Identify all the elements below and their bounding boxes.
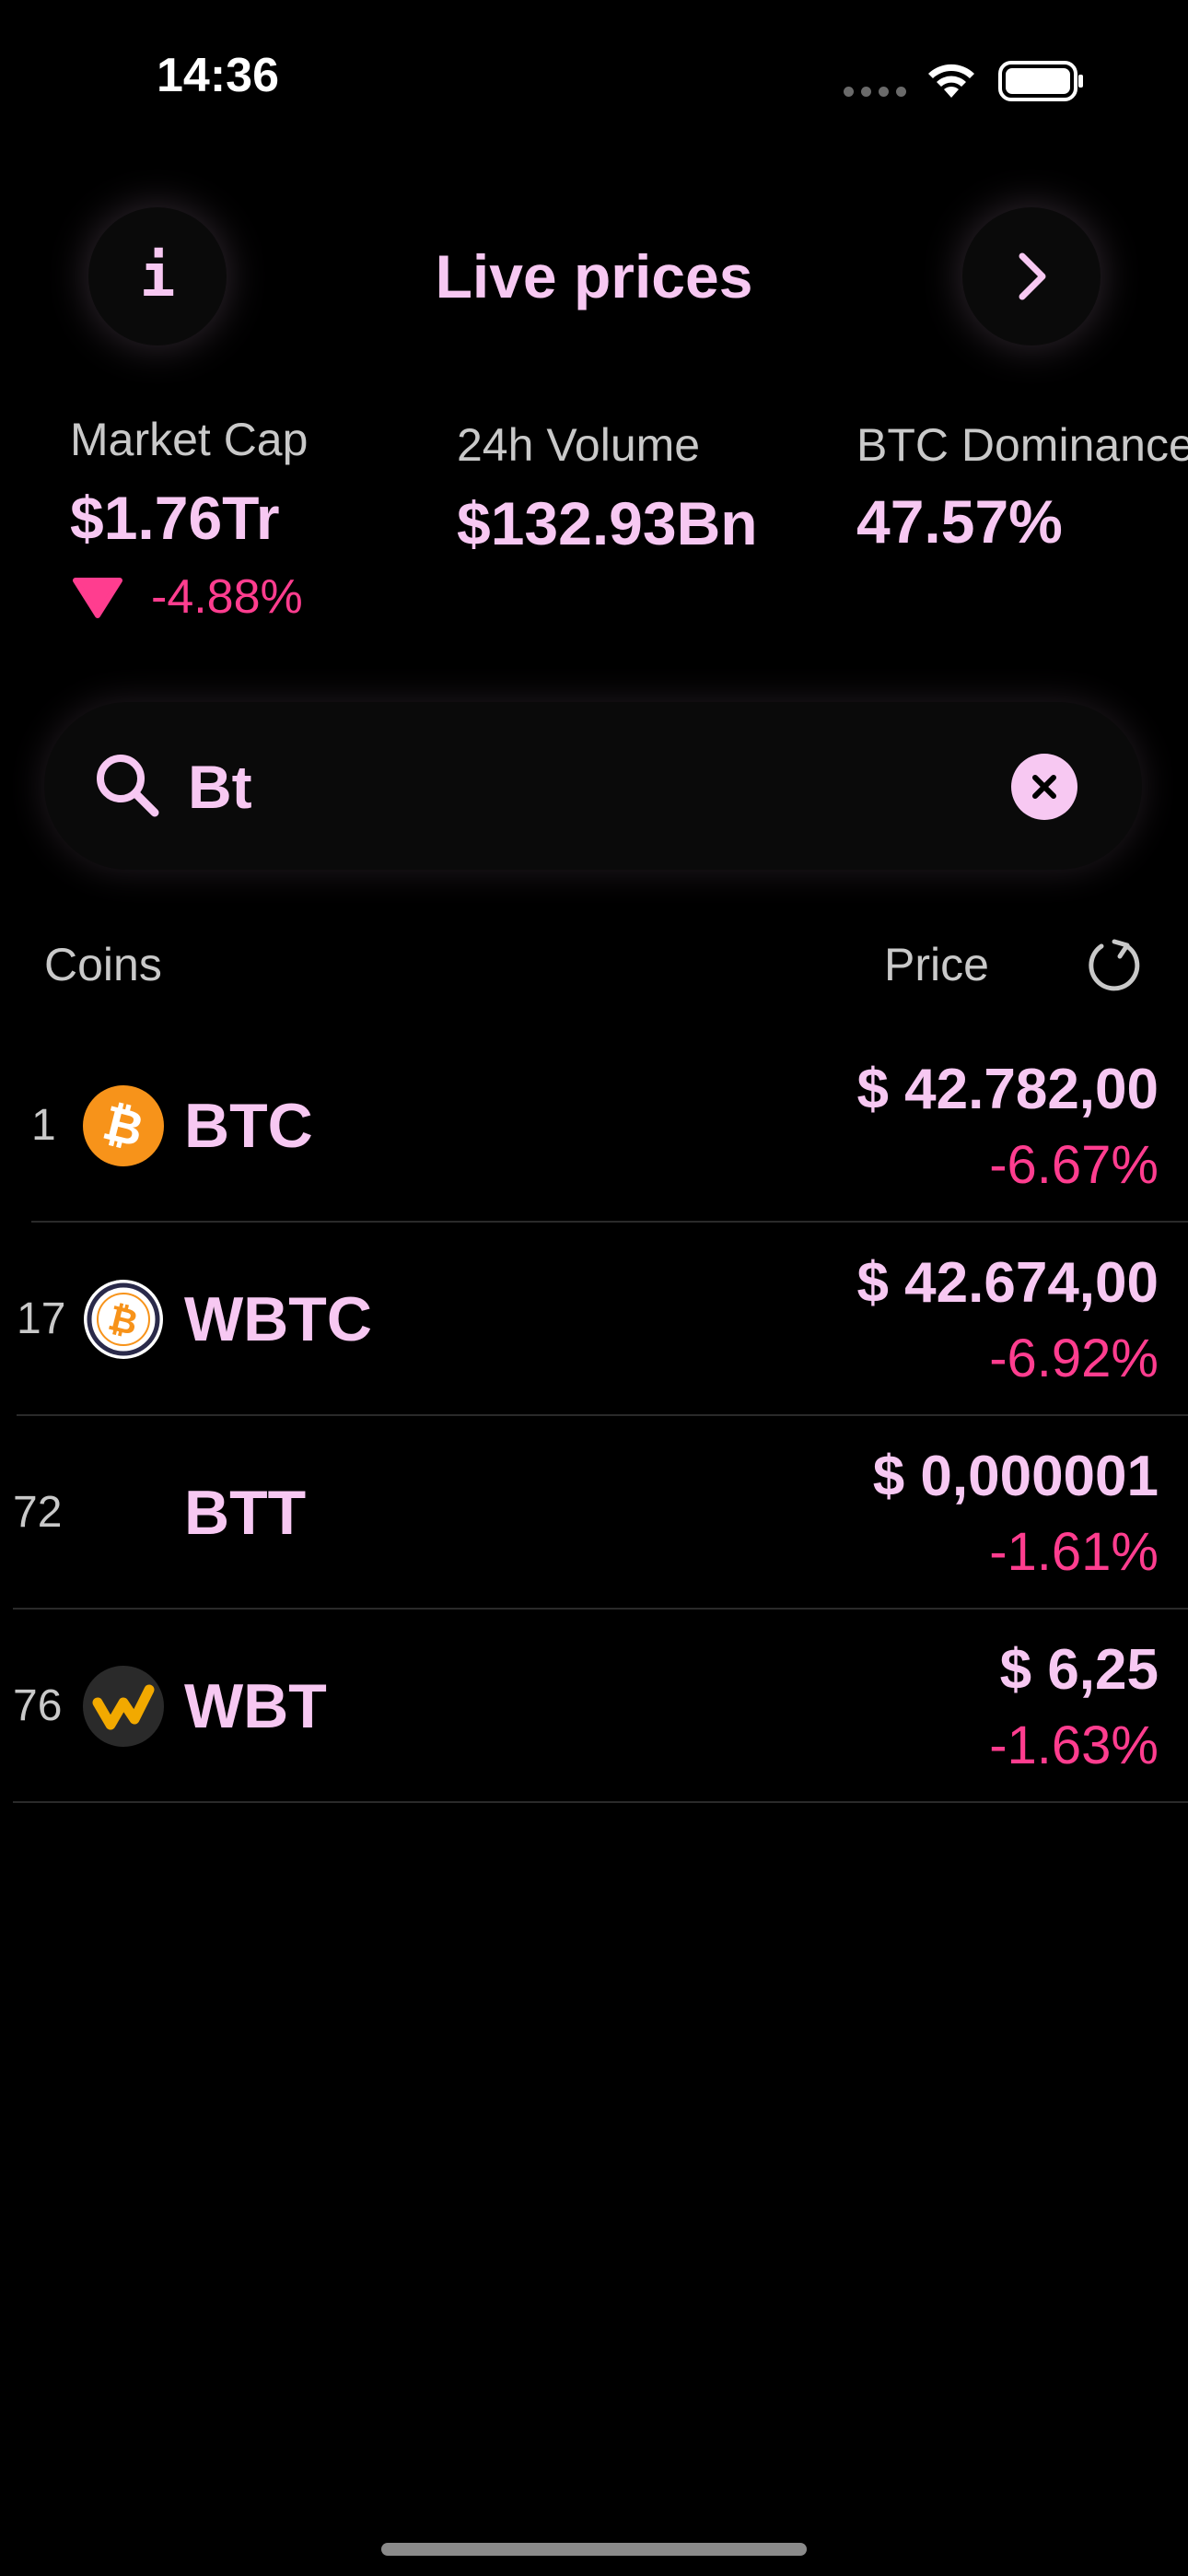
wrapped-bitcoin-icon: ₿: [84, 1280, 163, 1359]
dominance-stat: BTC Dominance 47.57%: [856, 418, 1188, 556]
volume-label: 24h Volume: [457, 419, 701, 471]
coin-change: -6.92%: [989, 1329, 1159, 1388]
chevron-right-icon: [1019, 252, 1046, 300]
price-column-header[interactable]: Price: [884, 939, 989, 990]
wifi-icon: [928, 64, 974, 98]
coin-price: $ 6,25: [999, 1638, 1159, 1702]
coin-row-btt[interactable]: 72 BTT $ 0,000001 -1.61%: [0, 1416, 1188, 1610]
dominance-label: BTC Dominance: [856, 419, 1188, 471]
search-input[interactable]: [188, 748, 943, 825]
page-title: Live prices: [435, 242, 753, 310]
close-icon: [1032, 775, 1056, 799]
market-cap-value: $1.76Tr: [70, 484, 280, 552]
coin-change: -1.61%: [989, 1522, 1159, 1582]
info-button[interactable]: i: [88, 207, 227, 345]
info-icon: i: [139, 242, 176, 310]
coin-change: -6.67%: [989, 1135, 1159, 1195]
home-indicator[interactable]: [381, 2543, 807, 2556]
market-cap-change: -4.88%: [72, 569, 303, 625]
search-icon: [97, 755, 159, 817]
market-cap-label: Market Cap: [70, 414, 309, 465]
status-time: 14:36: [157, 49, 279, 102]
coin-symbol: WBTC: [184, 1284, 372, 1354]
coin-row-btc[interactable]: 1 ₿ BTC $ 42.782,00 -6.67%: [0, 1029, 1188, 1223]
coin-symbol: BTC: [184, 1091, 313, 1161]
row-divider: [13, 1801, 1188, 1803]
coin-rank: 72: [13, 1488, 63, 1537]
coin-price: $ 42.674,00: [856, 1251, 1159, 1315]
row-divider: [31, 1221, 1188, 1223]
coin-rank: 17: [17, 1294, 66, 1343]
clear-search-button[interactable]: [1011, 754, 1077, 820]
coin-row-wbt[interactable]: 76 WBT $ 6,25 -1.63%: [0, 1610, 1188, 1803]
whitebit-icon: [83, 1666, 164, 1747]
next-page-button[interactable]: [962, 207, 1101, 345]
coins-column-header[interactable]: Coins: [44, 939, 162, 990]
coin-symbol: BTT: [184, 1478, 307, 1548]
coin-symbol: WBT: [184, 1671, 327, 1741]
coin-rank: 76: [13, 1681, 63, 1730]
bitcoin-icon: ₿: [83, 1085, 164, 1166]
row-divider: [17, 1414, 1188, 1416]
coin-row-wbtc[interactable]: 17 ₿ WBTC $ 42.674,00 -6.92%: [0, 1223, 1188, 1416]
coin-price: $ 0,000001: [872, 1445, 1159, 1508]
coin-change: -1.63%: [989, 1715, 1159, 1775]
refresh-icon[interactable]: [1085, 936, 1144, 995]
cellular-signal-icon: [844, 87, 906, 97]
row-divider: [13, 1608, 1188, 1610]
dominance-value: 47.57%: [856, 487, 1063, 556]
market-cap-change-text: -4.88%: [151, 570, 303, 624]
volume-value: $132.93Bn: [457, 489, 758, 557]
coin-price: $ 42.782,00: [856, 1058, 1159, 1121]
coin-rank: 1: [31, 1101, 56, 1150]
battery-icon: [998, 61, 1083, 101]
triangle-down-icon: [73, 578, 122, 618]
